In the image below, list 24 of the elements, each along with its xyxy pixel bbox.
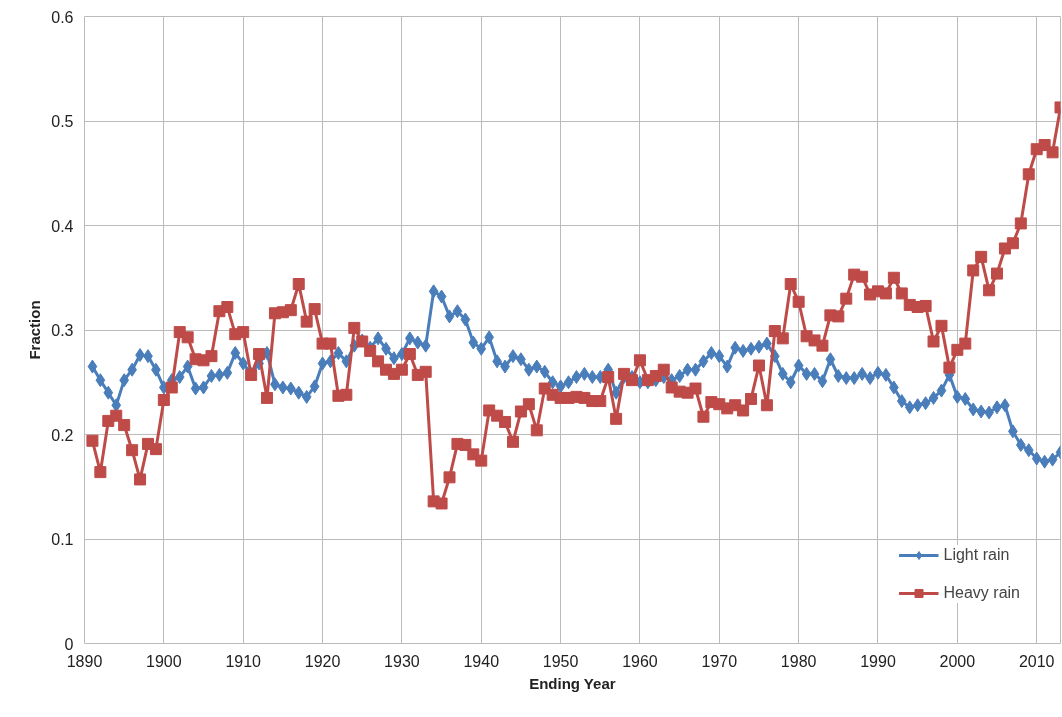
x-tick-label: 1910 — [225, 652, 262, 670]
x-axis-title: Ending Year — [529, 674, 616, 692]
legend-label: Heavy rain — [943, 584, 1020, 602]
y-tick-label: 0.6 — [51, 8, 74, 26]
y-tick-label: 0.4 — [51, 217, 74, 235]
x-tick-label: 2010 — [1018, 652, 1055, 670]
x-tick-label: 1940 — [463, 652, 500, 670]
x-tick-label: 1990 — [860, 652, 896, 670]
x-tick-label: 1970 — [701, 652, 738, 670]
y-tick-label: 0.2 — [51, 426, 74, 444]
x-tick-label: 1960 — [622, 652, 658, 670]
y-tick-label: 0 — [64, 635, 74, 653]
y-tick-label: 0.5 — [51, 113, 74, 130]
x-tick-label: 1980 — [780, 652, 817, 670]
x-tick-label: 1890 — [66, 652, 103, 670]
y-tick-label: 0.3 — [51, 322, 74, 339]
x-tick-label: 2000 — [939, 652, 976, 670]
y-axis-title: Fraction — [26, 300, 44, 360]
y-tick-label: 0.1 — [51, 531, 74, 548]
legend-label: Light rain — [943, 546, 1010, 564]
x-tick-label: 1920 — [304, 652, 341, 670]
x-tick-label: 1930 — [384, 652, 420, 670]
x-tick-label: 1950 — [542, 652, 579, 670]
x-tick-label: 1900 — [146, 652, 182, 670]
